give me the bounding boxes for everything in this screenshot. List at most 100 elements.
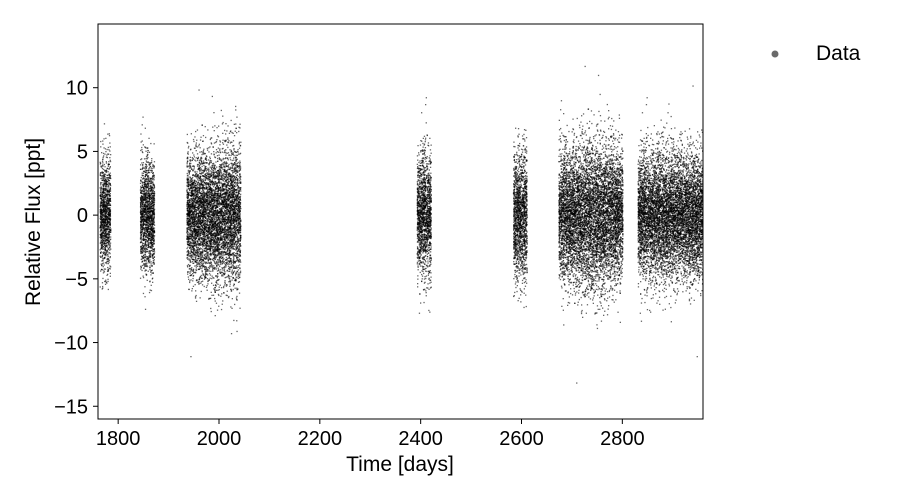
data-point	[187, 171, 190, 173]
data-point	[105, 255, 107, 257]
data-point	[101, 171, 103, 173]
data-point	[191, 245, 193, 247]
data-point	[193, 206, 195, 208]
data-point	[151, 245, 153, 247]
data-point	[188, 173, 190, 175]
data-point	[189, 181, 191, 183]
data-point	[193, 184, 195, 186]
data-point	[107, 255, 109, 258]
data-point	[149, 253, 151, 255]
data-point	[153, 186, 156, 188]
data-point	[99, 215, 102, 218]
data-point	[140, 224, 142, 226]
data-point	[143, 267, 145, 269]
data-point	[100, 229, 102, 231]
data-point	[197, 182, 199, 184]
data-point	[102, 192, 105, 194]
data-point	[106, 232, 108, 234]
data-point	[100, 268, 103, 271]
data-point	[146, 226, 148, 229]
data-point	[141, 251, 144, 253]
data-point	[106, 258, 108, 261]
data-point	[209, 213, 211, 215]
data-point	[104, 203, 106, 205]
data-point	[191, 180, 193, 182]
data-point	[100, 207, 102, 209]
data-point	[109, 209, 111, 211]
data-point	[144, 270, 146, 272]
data-point	[186, 213, 189, 215]
data-point	[200, 237, 202, 239]
data-point	[188, 176, 190, 178]
data-point	[106, 167, 108, 170]
data-point	[102, 231, 104, 233]
data-point	[101, 234, 103, 236]
data-point	[193, 254, 195, 256]
data-point	[195, 190, 197, 192]
data-point	[105, 212, 107, 214]
data-point	[192, 194, 194, 196]
data-point	[195, 142, 197, 144]
data-point	[197, 193, 199, 195]
data-point	[102, 140, 104, 142]
data-point	[109, 160, 112, 163]
data-point	[151, 178, 153, 180]
data-point	[148, 231, 151, 233]
data-point	[194, 256, 196, 258]
data-point	[151, 218, 153, 220]
data-point	[149, 289, 151, 291]
data-point	[209, 183, 211, 185]
data-point	[195, 184, 197, 187]
data-point	[107, 184, 110, 187]
data-point	[140, 250, 143, 252]
data-point	[187, 169, 189, 172]
data-point	[190, 238, 193, 240]
data-point	[198, 283, 200, 285]
data-point	[143, 232, 145, 234]
data-point	[140, 203, 142, 206]
data-point	[153, 236, 155, 238]
data-point	[107, 239, 110, 241]
data-point	[145, 216, 147, 218]
data-point	[141, 140, 143, 142]
data-point	[153, 230, 155, 233]
data-point	[107, 163, 110, 165]
data-point	[199, 200, 201, 202]
data-point	[191, 192, 193, 194]
data-point	[144, 195, 146, 197]
data-point	[198, 200, 200, 203]
data-point	[188, 209, 191, 211]
data-point	[147, 161, 149, 164]
data-point	[211, 184, 213, 186]
data-point	[198, 281, 200, 283]
data-point	[149, 165, 151, 167]
data-point	[141, 208, 143, 210]
data-point	[143, 196, 145, 198]
data-point	[100, 181, 102, 184]
data-point	[199, 237, 201, 239]
data-point	[150, 211, 152, 213]
data-point	[196, 248, 198, 250]
data-point	[153, 219, 155, 221]
data-point	[198, 238, 200, 240]
data-point	[99, 210, 102, 212]
data-point	[191, 207, 194, 209]
data-point	[195, 223, 198, 225]
data-point	[150, 271, 152, 273]
data-point	[140, 199, 142, 201]
data-point	[197, 230, 200, 232]
data-point	[197, 191, 199, 193]
data-point	[146, 230, 148, 232]
data-point	[103, 215, 105, 217]
data-point	[106, 183, 108, 186]
data-point	[139, 189, 142, 192]
data-point	[104, 166, 106, 168]
data-point	[211, 294, 213, 296]
data-point	[152, 172, 154, 175]
data-point	[107, 288, 109, 291]
data-point	[192, 222, 194, 224]
data-point	[151, 247, 153, 250]
data-point	[205, 286, 208, 288]
data-point	[100, 225, 102, 228]
data-point	[145, 273, 147, 275]
